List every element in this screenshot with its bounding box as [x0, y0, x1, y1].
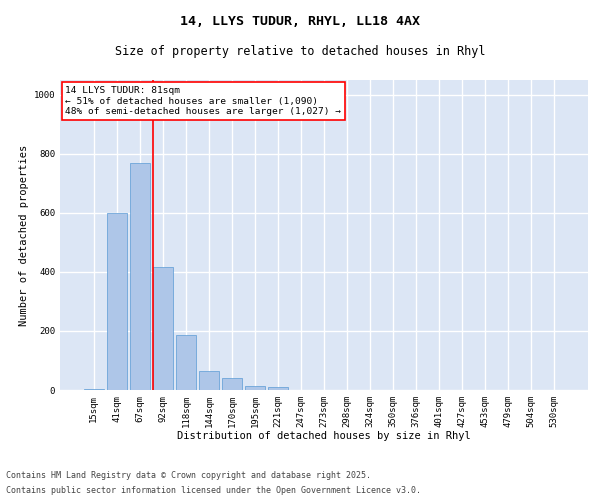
Bar [222, 378, 242, 390]
Text: Size of property relative to detached houses in Rhyl: Size of property relative to detached ho… [115, 45, 485, 58]
Bar [130, 162, 149, 390]
Bar [84, 388, 104, 390]
Bar [153, 268, 173, 390]
Y-axis label: Number of detached properties: Number of detached properties [19, 144, 29, 326]
Text: 14 LLYS TUDUR: 81sqm
← 51% of detached houses are smaller (1,090)
48% of semi-de: 14 LLYS TUDUR: 81sqm ← 51% of detached h… [65, 86, 341, 116]
Text: Contains public sector information licensed under the Open Government Licence v3: Contains public sector information licen… [6, 486, 421, 495]
Bar [268, 387, 288, 390]
Text: 14, LLYS TUDUR, RHYL, LL18 4AX: 14, LLYS TUDUR, RHYL, LL18 4AX [180, 15, 420, 28]
Bar [199, 371, 218, 390]
Text: Contains HM Land Registry data © Crown copyright and database right 2025.: Contains HM Land Registry data © Crown c… [6, 471, 371, 480]
Bar [176, 336, 196, 390]
X-axis label: Distribution of detached houses by size in Rhyl: Distribution of detached houses by size … [177, 432, 471, 442]
Bar [107, 213, 127, 390]
Bar [245, 386, 265, 390]
